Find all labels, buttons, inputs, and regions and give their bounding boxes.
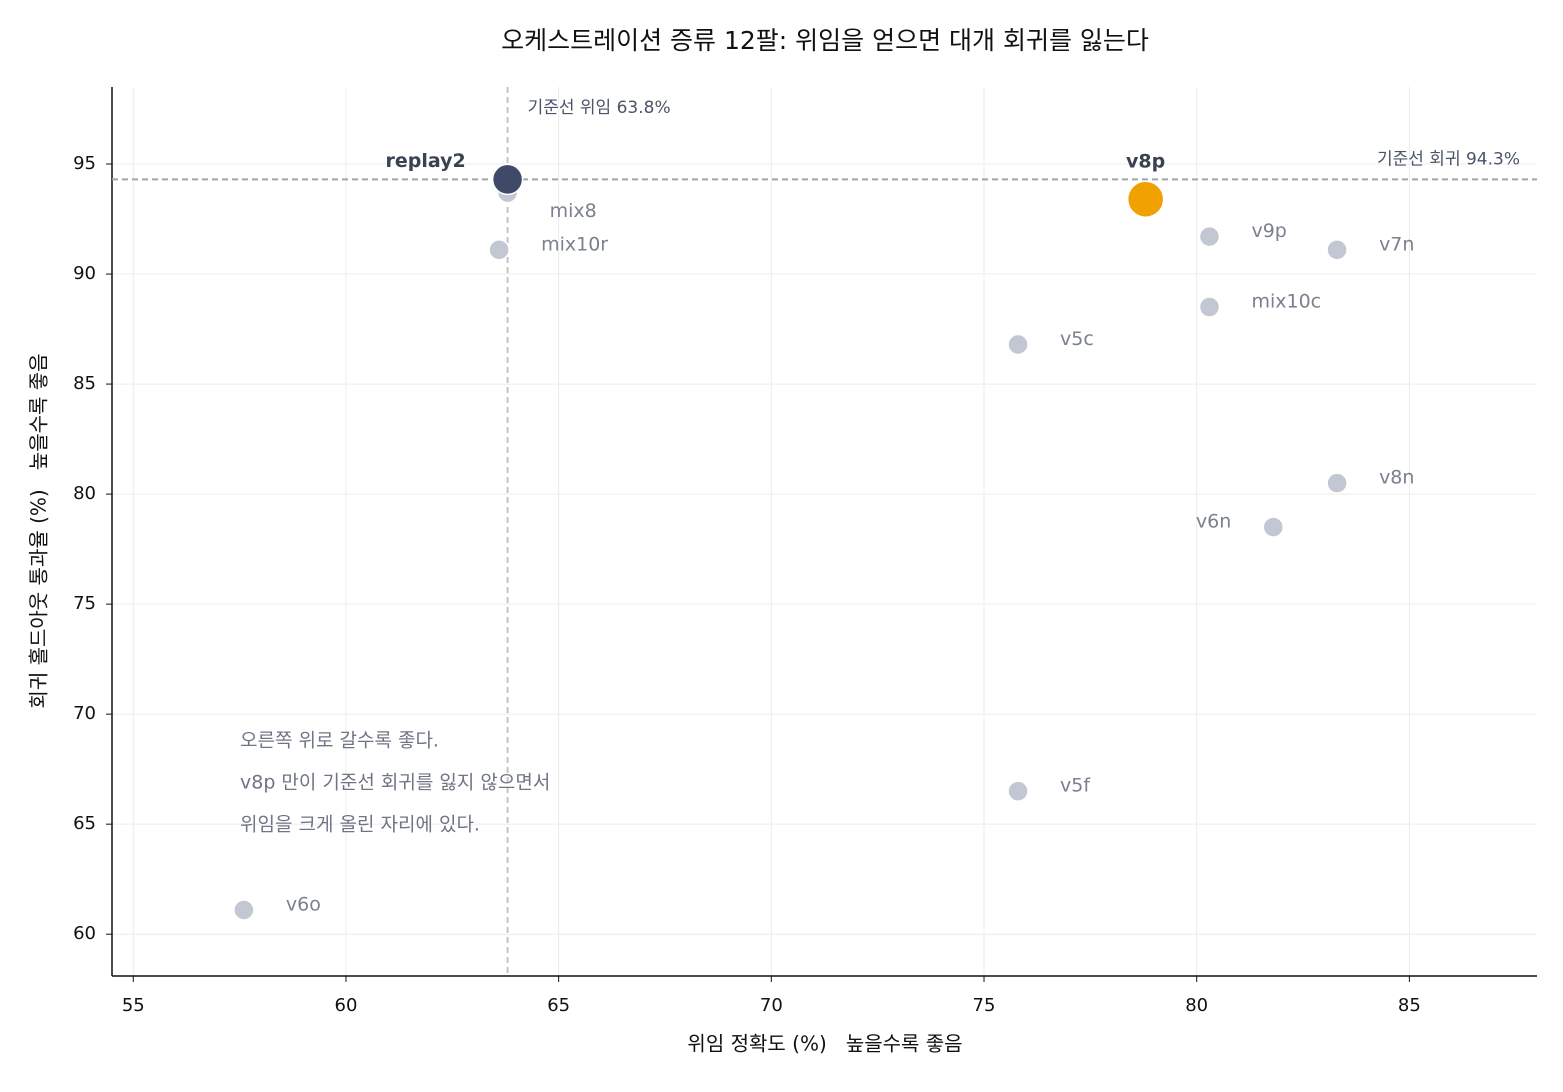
- scatter-point: [1198, 225, 1221, 248]
- reference-label: 기준선 위임 63.8%: [528, 98, 671, 118]
- scatter-point: [1007, 780, 1029, 802]
- scatter-point: [233, 899, 255, 921]
- y-tick-label: 90: [73, 263, 96, 284]
- point-label: replay2: [385, 150, 465, 172]
- x-tick-label: 85: [1398, 995, 1421, 1016]
- scatter-point: [491, 163, 524, 196]
- chart-title: 오케스트레이션 증류 12팔: 위임을 얻으면 대개 회귀를 잃는다: [501, 26, 1149, 55]
- scatter-point: [1007, 333, 1029, 356]
- y-tick-label: 75: [73, 593, 96, 614]
- scatter-point: [1326, 239, 1348, 261]
- x-axis-label: 위임 정확도 (%) 높을수록 좋음: [687, 1032, 962, 1056]
- point-label: v8n: [1379, 467, 1414, 489]
- scatter-point: [1198, 296, 1221, 318]
- reference-label: 기준선 회귀 94.3%: [1377, 149, 1520, 169]
- point-label: v5c: [1060, 328, 1094, 350]
- x-tick-label: 75: [973, 995, 996, 1016]
- x-tick-label: 70: [760, 995, 783, 1016]
- y-tick-label: 65: [73, 813, 96, 834]
- x-tick-label: 60: [335, 995, 358, 1016]
- y-tick-label: 60: [73, 923, 96, 944]
- annotation: 위임을 크게 올린 자리에 있다.: [240, 814, 480, 836]
- point-label: v7n: [1379, 233, 1414, 255]
- scatter-point: [488, 239, 510, 261]
- point-label: mix8: [550, 200, 597, 222]
- scatter-point: [1326, 472, 1348, 494]
- annotation: 오른쪽 위로 갈수록 좋다.: [240, 730, 439, 752]
- point-label: v8p: [1126, 151, 1165, 173]
- x-tick-label: 55: [122, 995, 145, 1016]
- y-tick-label: 95: [73, 153, 96, 174]
- y-axis-label: 회귀 홀드아웃 통과율 (%) 높을수록 좋음: [27, 353, 51, 708]
- point-label: v6n: [1196, 511, 1231, 533]
- point-label: v9p: [1251, 220, 1286, 242]
- y-tick-label: 85: [73, 373, 96, 394]
- point-label: mix10r: [541, 233, 608, 255]
- x-tick-label: 80: [1185, 995, 1208, 1016]
- y-tick-label: 80: [73, 483, 96, 504]
- annotation: v8p 만이 기준선 회귀를 잃지 않으면서: [240, 772, 550, 794]
- point-label: mix10c: [1251, 291, 1321, 313]
- point-label: v5f: [1060, 775, 1091, 797]
- y-tick-label: 70: [73, 703, 96, 724]
- scatter-point: [1262, 516, 1285, 538]
- scatter-point: [1126, 180, 1165, 218]
- x-tick-label: 65: [547, 995, 570, 1016]
- point-label: v6o: [286, 893, 321, 915]
